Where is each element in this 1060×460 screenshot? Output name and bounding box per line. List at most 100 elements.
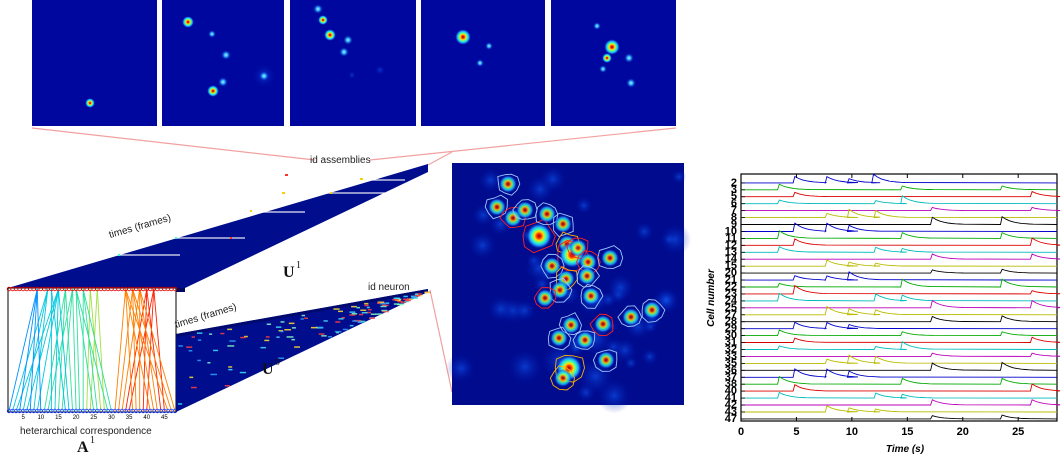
- background-glow: [623, 355, 639, 371]
- u0-speckle: [369, 317, 375, 319]
- u0-speckle: [291, 327, 296, 329]
- u0-speckle: [342, 328, 348, 331]
- cell-contour: [558, 312, 582, 336]
- u0-speckle: [405, 299, 411, 302]
- a1-tick-label: 10: [37, 415, 44, 421]
- u0-speckle: [191, 386, 197, 389]
- u0-speckle: [415, 293, 422, 295]
- a1-link-33: [125, 288, 148, 412]
- cell-signal: [543, 257, 561, 275]
- y-tick-label: 25: [725, 302, 737, 314]
- u0-speckle: [227, 328, 233, 331]
- y-tick-label: 11: [725, 232, 737, 244]
- a1-link-40: [125, 288, 151, 412]
- trace-cell-15: [741, 259, 1058, 267]
- u0-speckle: [318, 333, 325, 335]
- u0-speckle: [335, 321, 341, 323]
- u0-speckle: [402, 298, 410, 300]
- a1-link-11: [47, 288, 74, 412]
- a1-link-18: [65, 288, 74, 412]
- a1-correspondence-lines: [8, 288, 176, 412]
- trace-cell-47: [741, 414, 1058, 420]
- a1-symbol: A: [77, 439, 89, 456]
- x-tick-label: 0: [738, 426, 744, 438]
- a1-matrix: 5 10 15 20 25 30 35 40 45: [6, 286, 178, 421]
- u0-speckle: [286, 336, 294, 338]
- u0-speckle: [333, 308, 340, 310]
- a1-link-31: [118, 288, 134, 412]
- u0-symbol: U: [262, 361, 274, 378]
- u1-label: U 1: [283, 260, 301, 281]
- u0-speckle: [328, 336, 332, 338]
- y-tick-label: 3: [731, 184, 737, 196]
- trace-cell-41: [741, 391, 1058, 399]
- trace-cell-33: [741, 352, 1060, 357]
- y-tick-label: 23: [725, 288, 737, 300]
- background-glow: [486, 294, 515, 324]
- a1-link-47: [139, 288, 176, 412]
- background-glow: [478, 167, 504, 193]
- id-assemblies-label: id assemblies: [310, 155, 371, 166]
- a1-tick-label: 30: [108, 415, 115, 421]
- trace-cell-31: [741, 336, 1060, 343]
- background-glow: [538, 165, 567, 193]
- cell-contour: [549, 365, 575, 391]
- a1-link-41: [132, 288, 155, 412]
- x-tick-label: 15: [901, 426, 913, 438]
- cell-signal: [488, 198, 506, 216]
- u0-label: U 0: [262, 357, 280, 378]
- trace-cell-38: [741, 375, 1058, 385]
- u0-speckle: [191, 336, 195, 338]
- u0-speckle: [397, 303, 404, 306]
- u0-speckle: [411, 297, 419, 299]
- cell-contour: [540, 253, 565, 279]
- cell-signal: [578, 267, 596, 285]
- cell-contour: [512, 199, 538, 220]
- u0-speckle: [349, 311, 356, 313]
- y-tick-label: 21: [725, 274, 737, 286]
- u0-slab: [176, 289, 431, 412]
- y-tick-label: 22: [725, 281, 737, 293]
- cell-contour: [641, 299, 666, 323]
- background-glow: [574, 196, 593, 215]
- a1-link-24: [75, 288, 95, 412]
- y-tick-label: 10: [725, 226, 737, 238]
- cell-contour: [549, 278, 573, 303]
- u0-speckle: [370, 313, 376, 315]
- a1-link-36: [132, 288, 137, 412]
- background-glow: [658, 222, 692, 256]
- y-tick-label: 41: [725, 392, 737, 404]
- a1-link-8: [36, 288, 59, 412]
- u0-speckle: [379, 302, 387, 305]
- u0-speckle: [280, 321, 285, 323]
- trace-cell-8: [741, 208, 1058, 219]
- assembly-panel-5: [551, 0, 676, 126]
- trace-cell-14: [741, 253, 1060, 260]
- times-frames-label-top: times (frames): [108, 213, 172, 241]
- y-tick-label: 43: [725, 406, 737, 418]
- x-tick-label: 10: [846, 426, 858, 438]
- y-tick-label: 12: [725, 239, 737, 251]
- u0-speckle: [414, 293, 419, 295]
- heterarchical-label: heterarchical correspondence: [20, 426, 152, 437]
- u0-speckle: [341, 317, 345, 319]
- a1-link-34: [128, 288, 155, 412]
- cell-signal: [554, 369, 572, 387]
- u0-speckle: [300, 318, 304, 320]
- u0-speckle: [358, 321, 365, 323]
- assembly-panel-2: [162, 0, 284, 126]
- background-glow: [467, 230, 498, 261]
- background-glow: [445, 353, 477, 384]
- u0-speckle: [414, 294, 421, 297]
- y-tick-label: 5: [731, 191, 737, 203]
- cell-contour: [497, 173, 521, 196]
- u0-speckle: [349, 324, 354, 327]
- assembly-panel-4: [421, 0, 545, 126]
- u0-speckle: [400, 301, 406, 304]
- u0-speckle: [336, 331, 340, 334]
- traces-chart: 2356789101112131415202122232425272829303…: [706, 173, 1060, 455]
- trace-cell-13: [741, 246, 1058, 253]
- u1-superscript: 1: [296, 260, 301, 271]
- trace-cell-35: [741, 354, 1058, 364]
- u0-speckle: [220, 332, 225, 335]
